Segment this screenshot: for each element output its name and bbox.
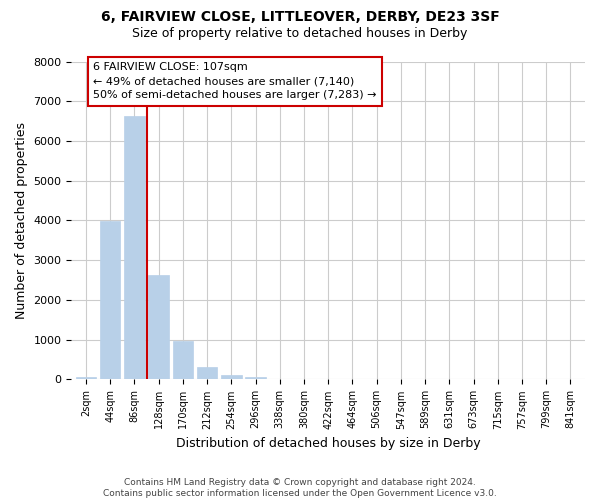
Text: Size of property relative to detached houses in Derby: Size of property relative to detached ho… — [133, 28, 467, 40]
Bar — [76, 378, 96, 380]
Bar — [148, 276, 169, 380]
Bar — [173, 342, 193, 380]
Text: 6 FAIRVIEW CLOSE: 107sqm
← 49% of detached houses are smaller (7,140)
50% of sem: 6 FAIRVIEW CLOSE: 107sqm ← 49% of detach… — [93, 62, 377, 100]
Y-axis label: Number of detached properties: Number of detached properties — [15, 122, 28, 319]
Bar — [124, 116, 145, 380]
Bar — [197, 366, 217, 380]
X-axis label: Distribution of detached houses by size in Derby: Distribution of detached houses by size … — [176, 437, 481, 450]
Text: Contains HM Land Registry data © Crown copyright and database right 2024.
Contai: Contains HM Land Registry data © Crown c… — [103, 478, 497, 498]
Bar — [221, 374, 242, 380]
Bar — [100, 222, 121, 380]
Bar — [245, 377, 266, 380]
Text: 6, FAIRVIEW CLOSE, LITTLEOVER, DERBY, DE23 3SF: 6, FAIRVIEW CLOSE, LITTLEOVER, DERBY, DE… — [101, 10, 499, 24]
